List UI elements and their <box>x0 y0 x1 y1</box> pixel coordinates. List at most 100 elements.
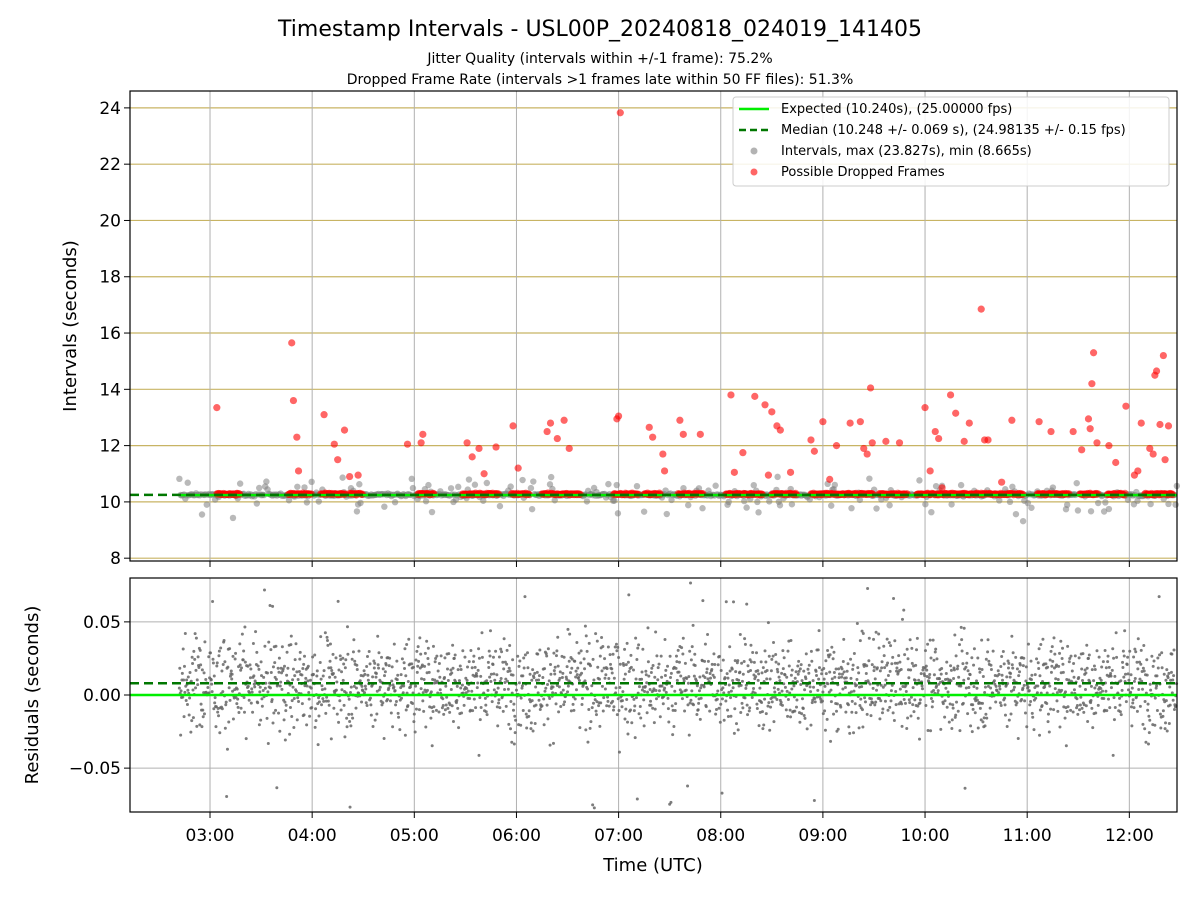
residual-point <box>305 684 309 688</box>
residual-point <box>627 593 631 597</box>
residual-point <box>661 702 665 706</box>
residual-point <box>248 663 252 667</box>
residual-point <box>294 642 298 646</box>
residual-point <box>557 685 561 689</box>
residual-point <box>1033 673 1037 677</box>
residual-point <box>311 655 315 659</box>
residual-point <box>878 669 882 673</box>
residual-point <box>316 743 320 747</box>
residual-point <box>575 641 579 645</box>
residual-point <box>470 666 474 670</box>
residual-point <box>989 667 993 671</box>
residual-point <box>839 705 843 709</box>
residual-point <box>859 697 863 701</box>
residual-point <box>950 718 954 722</box>
residual-point <box>698 675 702 679</box>
residual-point <box>331 671 335 675</box>
residual-point <box>907 698 911 702</box>
residual-point <box>600 636 604 640</box>
residual-point <box>765 677 769 681</box>
residual-point <box>1103 648 1107 652</box>
residual-point <box>641 647 645 651</box>
residual-point <box>750 695 754 699</box>
dropped-frame-point <box>1086 425 1094 433</box>
residual-point <box>348 719 352 723</box>
residual-point <box>1012 688 1016 692</box>
residual-point <box>963 786 967 790</box>
residual-point <box>722 718 726 722</box>
residual-point <box>1086 720 1090 724</box>
residual-point <box>1018 663 1022 667</box>
residual-point <box>748 706 752 710</box>
residual-point <box>928 638 932 642</box>
dropped-frame-point <box>1161 456 1169 464</box>
residual-point <box>574 675 578 679</box>
interval-point <box>1006 498 1014 506</box>
residual-point <box>242 710 246 714</box>
residual-point <box>249 701 253 705</box>
residual-point <box>179 689 183 693</box>
residual-point <box>339 708 343 712</box>
residual-point <box>800 697 804 701</box>
residual-point <box>503 681 507 685</box>
residual-point <box>1155 709 1159 713</box>
residual-point <box>251 710 255 714</box>
residual-point <box>1093 686 1097 690</box>
residual-point <box>1153 723 1157 727</box>
residual-point <box>987 659 991 663</box>
residual-point <box>698 717 702 721</box>
residual-point <box>934 647 938 651</box>
residual-point <box>399 673 403 677</box>
residual-point <box>411 665 415 669</box>
residual-point <box>817 677 821 681</box>
interval-point <box>699 505 706 512</box>
residual-point <box>1024 665 1028 669</box>
residual-point <box>521 674 525 678</box>
residual-point <box>806 667 810 671</box>
residual-point <box>743 696 747 700</box>
residual-point <box>400 657 404 661</box>
residual-point <box>228 647 232 651</box>
x-axis-label: Time (UTC) <box>602 855 703 876</box>
residual-point <box>905 727 909 731</box>
interval-point <box>873 505 880 512</box>
residual-point <box>327 703 331 707</box>
figure-subtitle-line1: Jitter Quality (intervals within +/-1 fr… <box>426 51 772 67</box>
residual-point <box>772 686 776 690</box>
residual-point <box>1063 716 1067 720</box>
residual-point <box>624 707 628 711</box>
residual-point <box>529 721 533 725</box>
residual-point <box>790 668 794 672</box>
residual-point <box>938 677 942 681</box>
residual-point <box>722 691 726 695</box>
residual-point <box>527 709 531 713</box>
residual-point <box>1083 668 1087 672</box>
residual-point <box>958 643 962 647</box>
residual-point <box>1003 703 1007 707</box>
residual-point <box>296 696 300 700</box>
interval-point <box>496 502 504 510</box>
residual-point <box>553 665 557 669</box>
residual-point <box>196 655 200 659</box>
residual-point <box>491 655 495 659</box>
residual-point <box>320 703 324 707</box>
residual-point <box>257 667 261 671</box>
residual-point <box>864 671 868 675</box>
residual-point <box>294 689 298 693</box>
residual-point <box>634 677 638 681</box>
residual-point <box>293 674 297 678</box>
residual-point <box>757 724 761 728</box>
residual-point <box>796 672 800 676</box>
residual-point <box>540 704 544 708</box>
residual-point <box>365 664 369 668</box>
residual-point <box>243 625 247 629</box>
residual-point <box>631 668 635 672</box>
interval-point <box>447 485 455 492</box>
residual-point <box>258 685 262 689</box>
residual-point <box>831 657 835 661</box>
interval-point <box>425 481 432 489</box>
residual-point <box>952 668 956 672</box>
residual-point <box>1155 674 1159 678</box>
residual-point <box>587 641 591 645</box>
residual-point <box>621 690 625 694</box>
